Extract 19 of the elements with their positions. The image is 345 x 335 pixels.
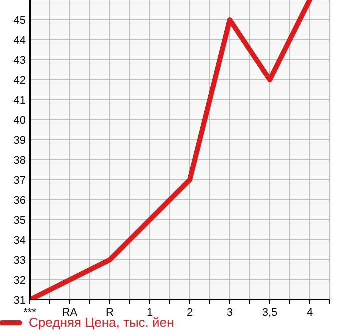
y-tick-label: 43 [14,54,26,67]
y-tick-label: 38 [14,154,26,167]
y-tick-label: 36 [14,194,26,207]
y-tick-label: 35 [14,214,26,227]
y-tick-label: 33 [14,254,26,267]
y-tick-label: 34 [14,234,26,247]
y-tick-label: 44 [14,34,26,47]
y-tick-label: 37 [14,174,26,187]
y-tick-label: 41 [14,94,26,107]
y-tick-label: 39 [14,134,26,147]
y-tick-label: 45 [14,14,26,27]
y-tick-label: 42 [14,74,26,87]
y-tick-label: 31 [14,294,26,307]
x-tick-label: 4 [306,307,314,319]
y-tick-label: 32 [14,274,26,287]
y-tick-label: 40 [14,114,26,127]
x-tick-label: 3,5 [262,307,278,319]
x-tick-label: 3 [226,307,234,319]
x-tick-label: 2 [186,307,194,319]
